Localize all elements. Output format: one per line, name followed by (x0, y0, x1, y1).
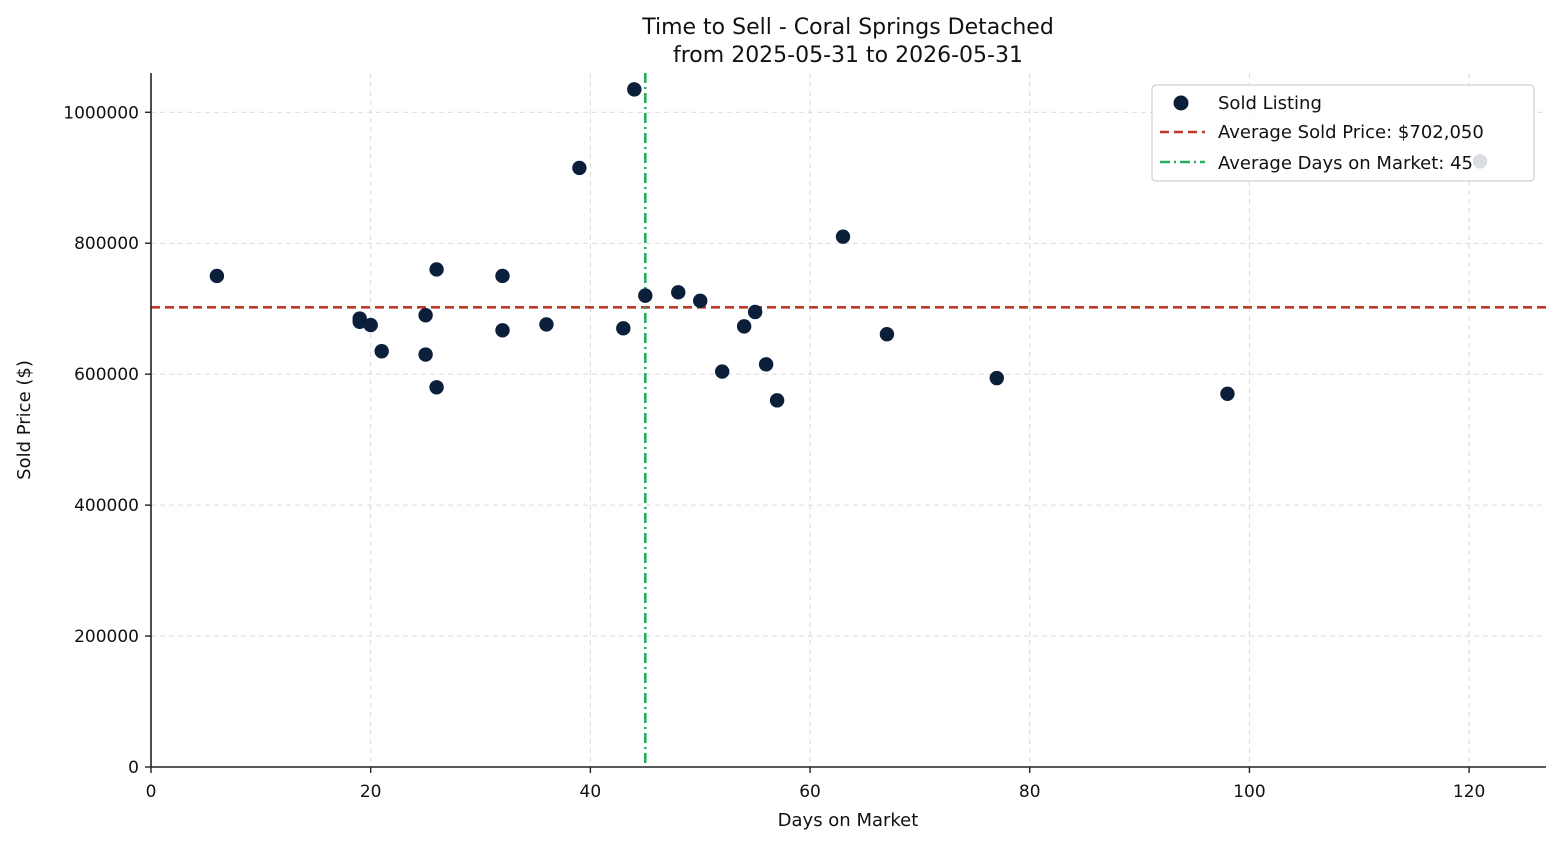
sold-listing-point (429, 262, 444, 277)
x-tick-label: 20 (360, 782, 382, 802)
sold-listing-point (736, 319, 752, 334)
sold-listing-points (209, 82, 1488, 408)
y-tick-label: 600000 (74, 365, 139, 385)
x-axis-label: Days on Market (778, 810, 919, 831)
sold-listing-point (418, 347, 433, 362)
tick-labels: 0 20 40 60 80 100 120 0 200000 400000 600000 800000… (63, 103, 1485, 802)
axes (145, 73, 1546, 773)
sold-listing-point (989, 370, 1004, 386)
sold-listing-point (769, 393, 785, 408)
sold-listing-point (352, 314, 367, 329)
sold-listing-point (616, 321, 631, 336)
sold-listing-point (671, 285, 686, 300)
legend-average-price-label: Average Sold Price: $702,050 (1218, 122, 1484, 143)
sold-listing-point (714, 364, 730, 379)
reference-lines (151, 73, 1546, 767)
chart-legend: Sold Listing Average Sold Price: $702,05… (1151, 84, 1535, 182)
sold-listing-point (495, 268, 510, 284)
sold-listing-point (539, 317, 554, 332)
sold-listing-point (429, 380, 444, 395)
x-tick-label: 40 (580, 782, 602, 802)
chart-title: Time to Sell - Coral Springs Detached (641, 15, 1054, 40)
y-tick-label: 800000 (74, 234, 139, 254)
legend-sold-listing-marker (1173, 95, 1189, 111)
sold-listing-point (1220, 386, 1235, 402)
sold-listing-point (638, 288, 653, 303)
chart-subtitle: from 2025-05-31 to 2026-05-31 (673, 43, 1023, 68)
grid-lines (151, 73, 1546, 767)
y-axis-label: Sold Price ($) (14, 360, 35, 480)
y-tick-label: 0 (128, 758, 139, 778)
sold-listing-point (363, 317, 378, 333)
sold-listing-point (693, 293, 708, 309)
sold-listing-point (374, 344, 389, 359)
x-tick-label: 100 (1233, 782, 1265, 802)
x-tick-label: 120 (1453, 782, 1485, 802)
legend-average-days-label: Average Days on Market: 45 (1218, 153, 1473, 174)
y-tick-label: 400000 (74, 496, 139, 516)
sold-listing-point (747, 304, 763, 320)
x-tick-label: 0 (146, 782, 157, 802)
y-tick-label: 200000 (74, 627, 139, 647)
sold-listing-point (572, 160, 587, 176)
sold-listing-point (418, 308, 433, 323)
sold-listing-point (879, 327, 895, 342)
sold-listing-point (627, 82, 642, 97)
x-tick-label: 60 (799, 782, 821, 802)
sold-listing-point (495, 323, 510, 338)
y-tick-label: 1000000 (63, 103, 139, 123)
sold-listing-point (209, 268, 225, 284)
legend-box (1151, 84, 1535, 182)
sold-listing-point (835, 229, 851, 244)
legend-sold-listing-label: Sold Listing (1218, 93, 1322, 114)
x-tick-label: 80 (1019, 782, 1041, 802)
sold-listing-point (758, 357, 774, 372)
